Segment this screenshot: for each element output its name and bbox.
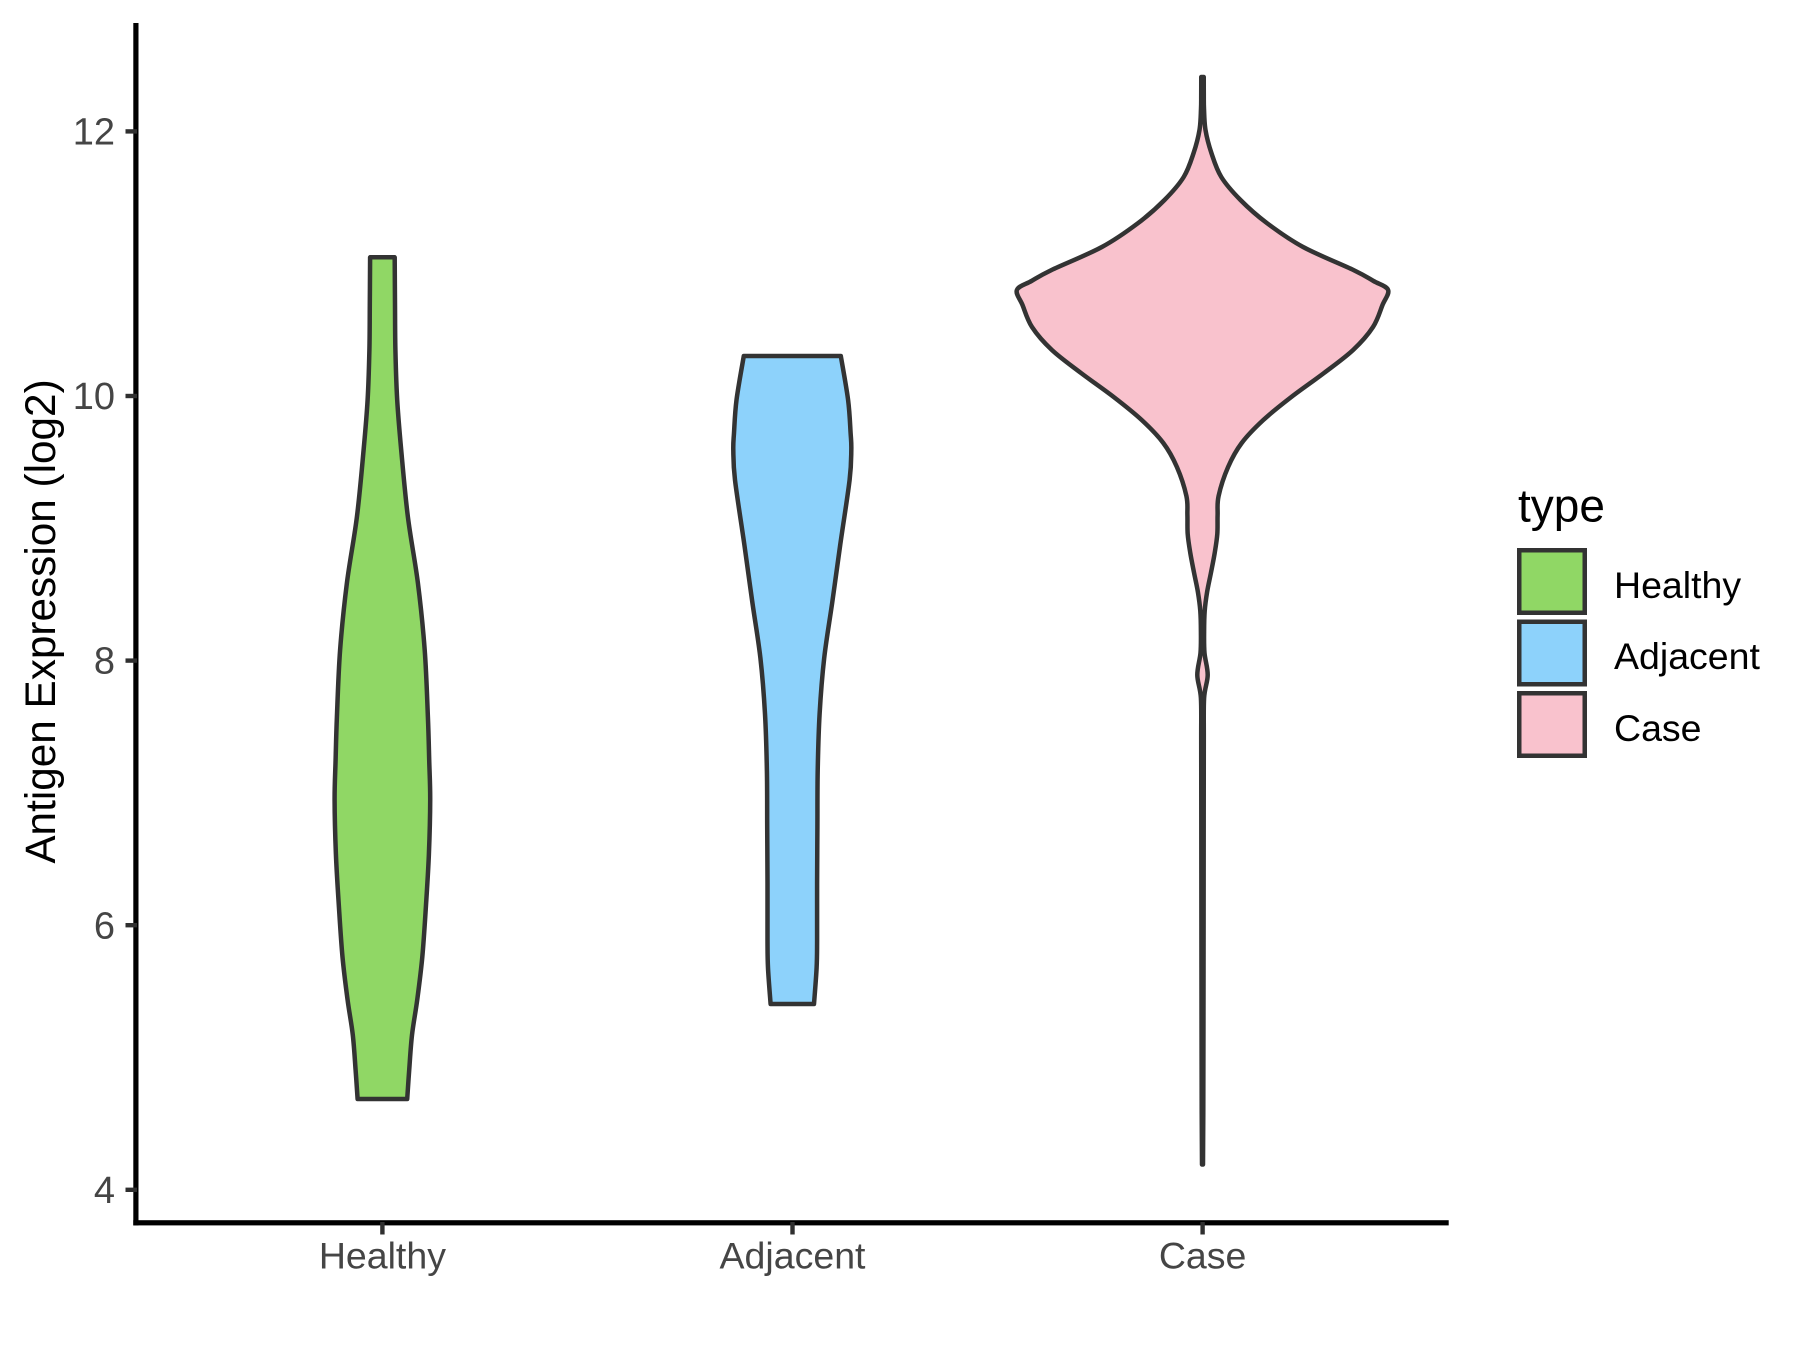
svg-text:10: 10 xyxy=(73,376,115,418)
svg-text:8: 8 xyxy=(94,641,115,683)
svg-text:Healthy: Healthy xyxy=(1614,564,1741,606)
svg-text:Healthy: Healthy xyxy=(319,1234,446,1276)
svg-text:Antigen Expression (log2): Antigen Expression (log2) xyxy=(17,379,64,863)
svg-text:12: 12 xyxy=(73,112,115,154)
svg-text:Case: Case xyxy=(1159,1234,1247,1276)
svg-text:4: 4 xyxy=(94,1170,115,1212)
svg-text:Adjacent: Adjacent xyxy=(720,1234,867,1276)
svg-text:Adjacent: Adjacent xyxy=(1614,635,1761,677)
svg-text:Case: Case xyxy=(1614,707,1702,749)
svg-text:type: type xyxy=(1518,480,1605,532)
svg-text:6: 6 xyxy=(94,905,115,947)
